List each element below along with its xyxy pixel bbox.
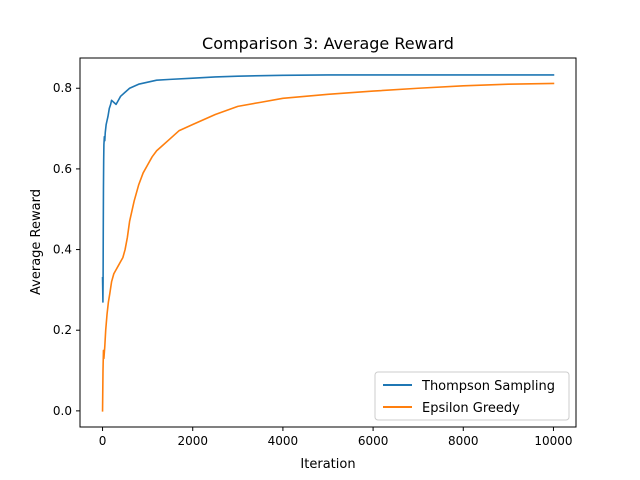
legend: Thompson Sampling Epsilon Greedy (374, 371, 570, 421)
x-tick-label: 6000 (358, 434, 389, 448)
x-tick-label: 10000 (534, 434, 572, 448)
y-tick-label: 0.2 (53, 323, 72, 337)
series-line-thompson-sampling (101, 74, 555, 303)
x-tick-label: 0 (99, 434, 107, 448)
legend-box (374, 371, 570, 421)
y-tick-label: 0.4 (53, 243, 72, 257)
x-tick-label: 2000 (177, 434, 208, 448)
plot-frame (79, 57, 577, 428)
y-tick-label: 0.6 (53, 162, 72, 176)
x-axis: 0 2000 4000 6000 8000 10000 (99, 427, 573, 448)
y-tick-label: 0.0 (53, 404, 72, 418)
x-tick-label: 4000 (268, 434, 299, 448)
legend-label-epsilon: Epsilon Greedy (422, 401, 520, 416)
legend-label-thompson: Thompson Sampling (421, 379, 555, 394)
y-tick-label: 0.8 (53, 81, 72, 95)
chart-title: Comparison 3: Average Reward (202, 34, 454, 53)
series-layer (101, 74, 555, 412)
x-axis-label: Iteration (300, 457, 355, 472)
series-line-epsilon-greedy (101, 82, 555, 412)
x-tick-label: 8000 (448, 434, 479, 448)
y-axis: 0.0 0.2 0.4 0.6 0.8 (53, 81, 80, 418)
y-axis-label: Average Reward (29, 189, 44, 295)
